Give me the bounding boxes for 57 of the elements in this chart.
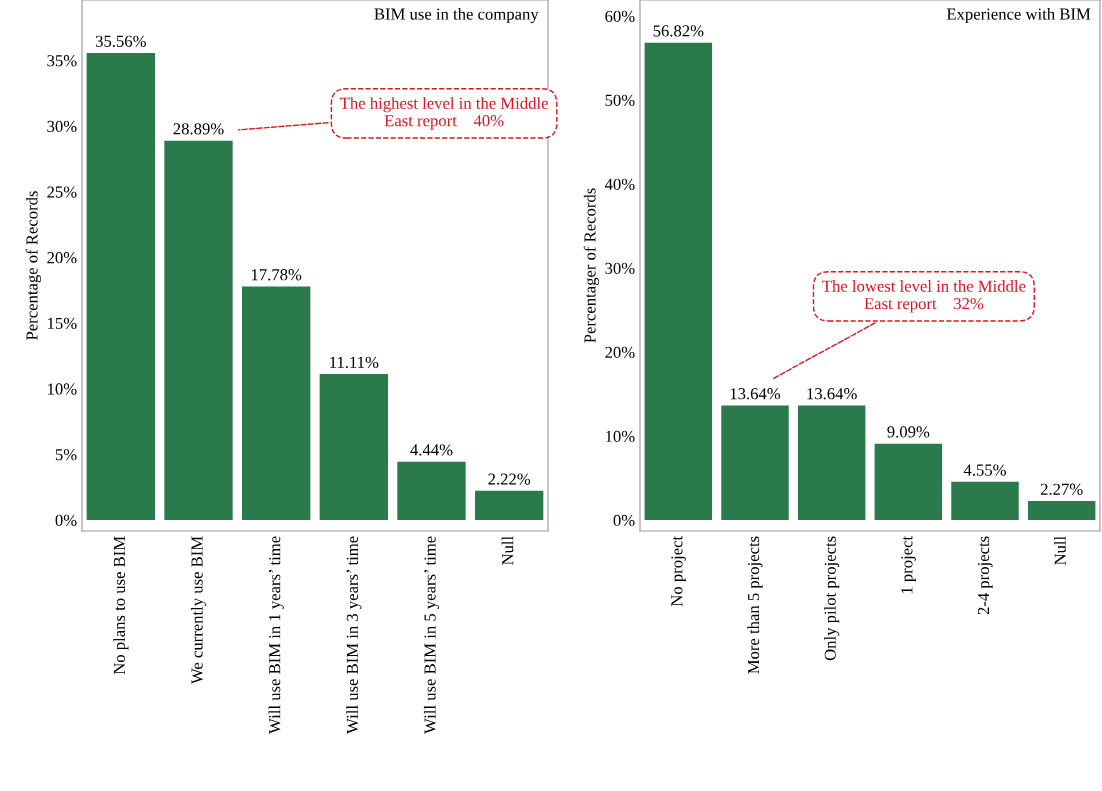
y-tick-label: 50%: [605, 94, 635, 106]
y-tick-label: 25%: [47, 186, 77, 198]
y-tick-label: 5%: [55, 449, 77, 461]
y-tick-label: 0%: [613, 514, 635, 527]
bar: [241, 286, 311, 520]
x-tick-label: More than 5 projects: [747, 536, 763, 674]
data-label: 4.44%: [410, 444, 453, 456]
bar: [86, 53, 156, 520]
y-tick-label: 10%: [48, 383, 77, 395]
y-tick-label: 30%: [47, 120, 77, 133]
bar: [397, 461, 466, 520]
y-axis-title: Percentager of Records: [583, 188, 600, 343]
x-tick-label: Will use BIM in 3 years’ time: [346, 536, 362, 734]
data-label: 13.64%: [807, 388, 857, 400]
y-tick-label: 40%: [604, 178, 635, 190]
chart-title: BIM use in the company: [374, 7, 539, 24]
x-tick-label: No plans to use BIM: [113, 536, 129, 675]
bar: [164, 140, 233, 520]
bar: [951, 481, 1019, 521]
y-tick-label: 35%: [47, 55, 77, 67]
data-label: 35.56%: [95, 35, 146, 47]
data-label: 13.64%: [730, 388, 781, 400]
x-tick-label: Only pilot projects: [824, 536, 840, 661]
data-label: 11.11%: [330, 356, 379, 368]
annotation: The highest level in the Middle East report 40%: [340, 97, 548, 130]
bar: [797, 405, 866, 521]
y-tick-label: 0%: [55, 514, 77, 526]
x-tick-label: 2-4 projects: [977, 536, 993, 615]
bar: [721, 405, 789, 521]
data-label: 28.89%: [173, 123, 224, 135]
data-label: 2.27%: [1040, 483, 1083, 495]
data-label: 9.09%: [887, 426, 930, 438]
x-tick-label: Null: [1054, 536, 1066, 566]
y-tick-label: 30%: [605, 262, 635, 275]
data-label: 17.78%: [251, 269, 302, 281]
annotation: The lowest level in the Middle East report 32%: [822, 280, 1026, 313]
data-label: 2.22%: [488, 473, 531, 485]
x-tick-label: 1 project: [901, 535, 916, 594]
bar: [644, 42, 713, 521]
y-tick-label: 10%: [606, 430, 635, 443]
y-tick-label: 20%: [47, 252, 77, 264]
x-tick-label: Will use BIM in 5 years’ time: [423, 536, 440, 734]
bar: [319, 374, 389, 520]
bar: [874, 443, 943, 521]
y-tick-label: 15%: [48, 317, 77, 330]
x-tick-label: No project: [671, 535, 686, 607]
y-tick-label: 20%: [605, 346, 635, 359]
bar: [474, 490, 544, 520]
x-tick-label: Will use BIM in 1 years’ time: [268, 536, 284, 734]
y-tick-label: 60%: [605, 10, 635, 22]
bar: [1027, 501, 1096, 521]
x-tick-label: Null: [501, 536, 514, 566]
x-tick-label: We currently use BIM: [190, 536, 207, 684]
data-label: 56.82%: [653, 25, 704, 37]
y-axis-title: Percentage of Records: [25, 191, 42, 340]
data-label: 4.55%: [963, 464, 1006, 476]
chart-title: Experience with BIM: [946, 7, 1091, 24]
